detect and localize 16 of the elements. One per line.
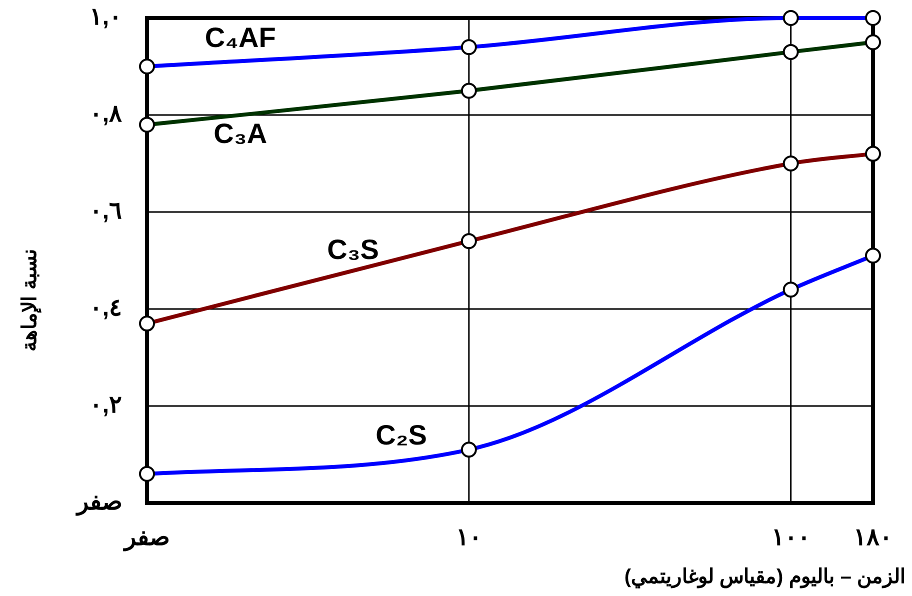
x-tick-label: صفر [122, 524, 170, 552]
series-label: C₄AF [204, 22, 276, 53]
x-axis-title: الزمن – باليوم (مقياس لوغاريتمي) [624, 566, 906, 589]
y-tick-label: ٠,٢ [89, 391, 122, 418]
series-label: C₂S [376, 420, 427, 451]
y-tick-label: ٠,٨ [89, 100, 122, 128]
series-label: C₃A [214, 118, 268, 149]
x-tick-label: ١٨٠ [854, 524, 892, 551]
series-label: C₃S [327, 234, 379, 265]
y-tick-label: ٠,٦ [89, 197, 122, 224]
y-tick-label: ٠,٤ [89, 294, 122, 322]
x-tick-label: ١٠ [456, 524, 482, 551]
y-tick-label: صفر [75, 488, 122, 516]
x-tick-label: ١٠٠ [771, 524, 810, 551]
y-tick-label: ١,٠ [89, 3, 122, 30]
y-axis-title: نسبة الإماهة [19, 248, 42, 352]
